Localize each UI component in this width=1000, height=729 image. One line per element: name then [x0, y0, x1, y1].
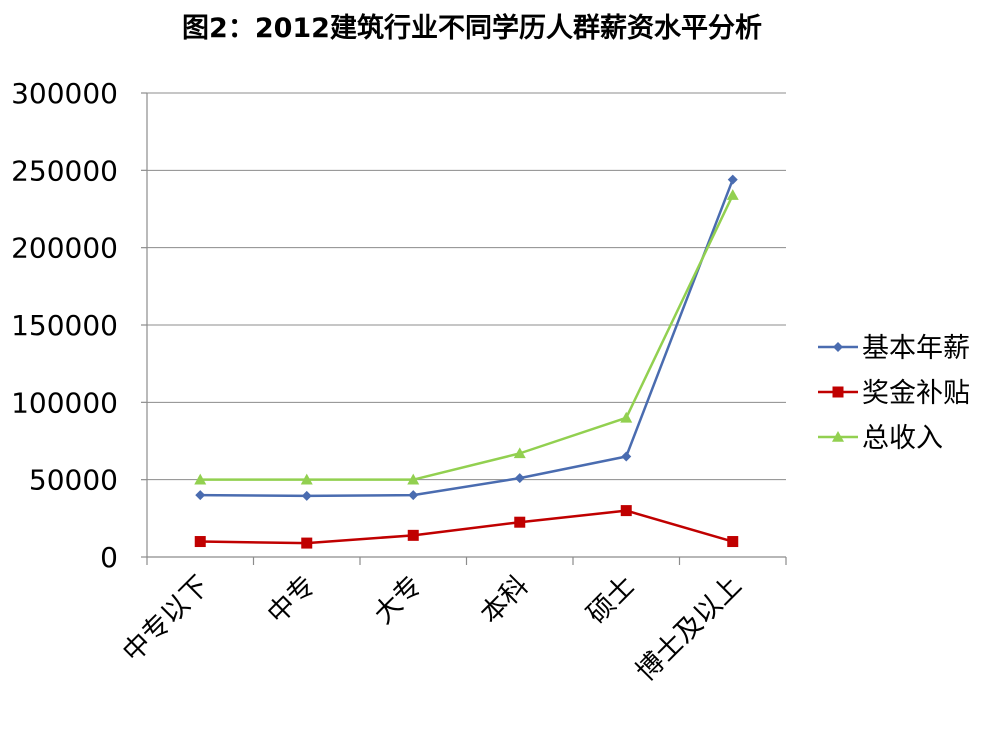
data-point [727, 174, 738, 185]
legend-label: 总收入 [862, 423, 943, 454]
data-point [514, 473, 525, 484]
x-tick-label: 硕士 [581, 570, 641, 630]
axes [141, 92, 787, 565]
data-point [301, 490, 312, 501]
x-tick-label: 博士及以上 [630, 570, 747, 687]
legend-marker [832, 386, 844, 398]
series-2 [194, 505, 739, 549]
data-point [301, 537, 313, 549]
data-point [514, 516, 526, 528]
data-point [407, 473, 420, 485]
series-line [200, 509, 734, 545]
x-tick-label: 中专以下 [117, 570, 215, 668]
y-tick-label: 250000 [11, 154, 118, 187]
y-tick-label: 0 [100, 541, 118, 574]
legend-item: 奖金补贴 [818, 378, 970, 409]
legend-item: 总收入 [818, 423, 943, 454]
legend-item: 基本年薪 [818, 333, 970, 364]
y-tick-label: 300000 [11, 77, 118, 110]
data-point [726, 189, 739, 200]
data-point [195, 490, 206, 501]
y-axis-ticks: 0 50000 100000 150000 200000 250000 300000 [11, 77, 118, 574]
data-point [620, 505, 632, 517]
y-tick-label: 50000 [29, 464, 118, 497]
series [194, 174, 739, 549]
x-tick-label: 大专 [368, 570, 428, 630]
data-point [513, 447, 526, 459]
legend-label: 基本年薪 [862, 333, 970, 364]
y-tick-label: 200000 [11, 232, 118, 265]
y-tick-label: 100000 [11, 386, 118, 419]
data-point [620, 411, 633, 423]
data-point [194, 473, 207, 485]
data-point [300, 473, 313, 485]
data-point [407, 529, 419, 541]
chart-title: 图2：2012建筑行业不同学历人群薪资水平分析 [182, 12, 762, 44]
data-point [621, 451, 632, 462]
series-3 [194, 189, 739, 485]
gridlines [147, 92, 786, 481]
data-point [408, 490, 419, 501]
x-tick-label: 本科 [475, 570, 535, 630]
legend-marker [832, 431, 844, 442]
series-line [200, 179, 734, 498]
data-point [727, 536, 739, 548]
data-point [194, 536, 206, 548]
x-tick-label: 中专 [262, 570, 322, 630]
legend-marker [833, 342, 843, 352]
series-1 [195, 174, 738, 501]
series-line [200, 194, 734, 481]
legend-label: 奖金补贴 [862, 378, 970, 409]
y-tick-label: 150000 [11, 309, 118, 342]
